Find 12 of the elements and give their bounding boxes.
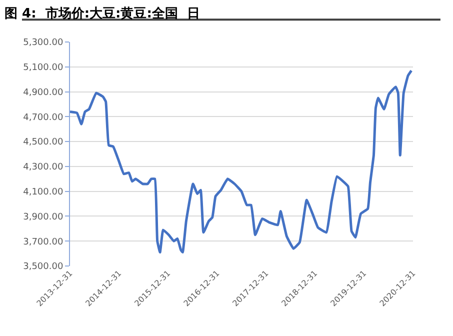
line-series [70, 69, 413, 254]
y-tick-label: 4,100.00 [23, 187, 64, 198]
chart-title: 图 4: 市场价:大豆:黄豆:全国 日 [4, 6, 200, 22]
y-tick-label: 3,500.00 [23, 262, 64, 272]
y-tick-label: 3,700.00 [23, 237, 64, 248]
y-tick-label: 4,300.00 [23, 162, 64, 173]
y-tick-label: 3,900.00 [23, 212, 64, 222]
y-tick-label: 4,500.00 [23, 138, 64, 148]
y-tick-label: 5,100.00 [23, 63, 64, 74]
y-tick-label: 5,300.00 [23, 38, 64, 48]
y-tick-label: 4,900.00 [23, 88, 64, 98]
y-tick-label: 4,700.00 [23, 112, 64, 123]
